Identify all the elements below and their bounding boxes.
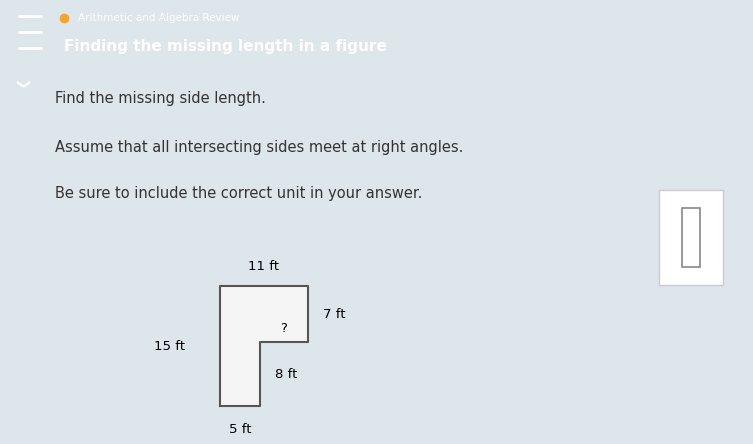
Text: 8 ft: 8 ft	[275, 368, 297, 381]
Text: ❯: ❯	[14, 79, 27, 90]
Polygon shape	[220, 286, 308, 406]
Text: Assume that all intersecting sides meet at right angles.: Assume that all intersecting sides meet …	[55, 140, 463, 155]
Text: 15 ft: 15 ft	[154, 340, 185, 353]
Text: Finding the missing length in a figure: Finding the missing length in a figure	[64, 40, 387, 55]
Text: Find the missing side length.: Find the missing side length.	[55, 91, 266, 106]
Text: Be sure to include the correct unit in your answer.: Be sure to include the correct unit in y…	[55, 186, 422, 201]
Text: ?: ?	[280, 321, 287, 335]
Text: Arithmetic and Algebra Review: Arithmetic and Algebra Review	[78, 13, 239, 23]
Text: 7 ft: 7 ft	[323, 308, 345, 321]
Text: 11 ft: 11 ft	[248, 260, 279, 273]
Bar	[659, 190, 723, 285]
Text: 5 ft: 5 ft	[229, 423, 252, 436]
Bar	[682, 208, 700, 266]
